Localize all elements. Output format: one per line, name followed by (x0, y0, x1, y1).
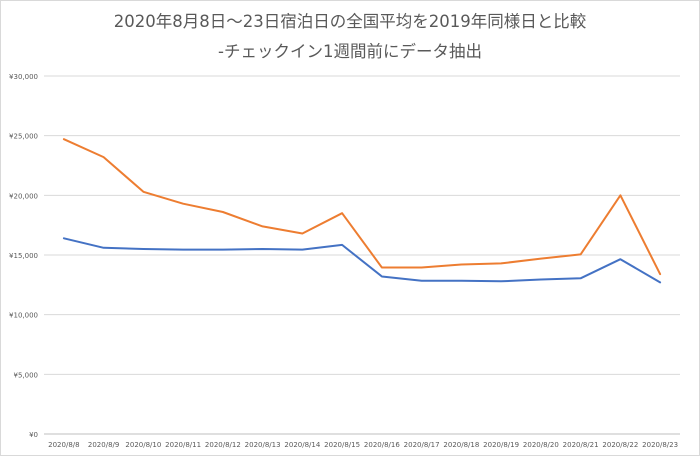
y-tick-label: ¥30,000 (9, 73, 38, 81)
x-tick-label: 2020/8/10 (125, 441, 161, 449)
x-tick-label: 2020/8/12 (205, 441, 241, 449)
x-tick-label: 2020/8/23 (642, 441, 678, 449)
y-tick-label: ¥25,000 (9, 133, 38, 141)
x-tick-label: 2020/8/19 (483, 441, 519, 449)
x-tick-label: 2020/8/18 (443, 441, 479, 449)
y-tick-label: ¥15,000 (9, 252, 38, 260)
x-tick-label: 2020/8/21 (563, 441, 599, 449)
x-tick-label: 2020/8/11 (165, 441, 201, 449)
x-tick-label: 2020/8/14 (284, 441, 320, 449)
series-line-2 (62, 138, 662, 276)
x-tick-label: 2020/8/16 (364, 441, 400, 449)
x-tick-label: 2020/8/17 (404, 441, 440, 449)
series-line-1 (62, 237, 662, 284)
x-tick-label: 2020/8/15 (324, 441, 360, 449)
y-tick-label: ¥5,000 (14, 371, 39, 379)
x-tick-label: 2020/8/20 (523, 441, 559, 449)
x-tick-label: 2020/8/13 (245, 441, 281, 449)
x-tick-label: 2020/8/8 (48, 441, 79, 449)
y-tick-label: ¥10,000 (9, 312, 38, 320)
x-tick-label: 2020/8/9 (88, 441, 119, 449)
y-tick-label: ¥0 (29, 431, 38, 439)
x-tick-label: 2020/8/22 (602, 441, 638, 449)
chart-title: 2020年8月8日～23日宿泊日の全国平均を2019年同様日と比較 (113, 12, 587, 31)
y-tick-label: ¥20,000 (9, 192, 38, 200)
chart-subtitle: -チェックイン1週間前にデータ抽出 (218, 42, 482, 61)
